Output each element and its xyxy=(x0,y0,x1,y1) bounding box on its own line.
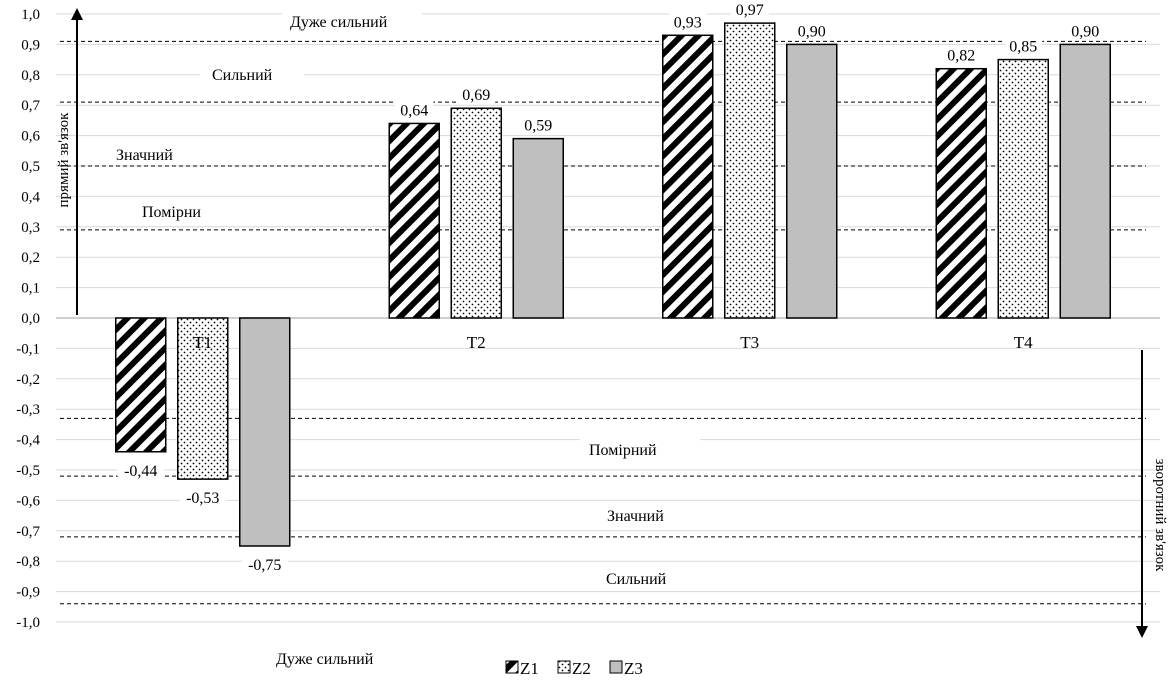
data-label-bg xyxy=(179,488,226,508)
data-label: 0,64 xyxy=(400,102,428,119)
y-tick-label: 0,0 xyxy=(21,311,40,327)
negative-axis-label: зворотний зв'язок xyxy=(1152,459,1168,573)
y-tick-label: -0,1 xyxy=(16,341,40,357)
zone-label-significant-neg: Значний xyxy=(607,508,664,525)
y-tick-label: -0,6 xyxy=(16,493,40,509)
category-label: T4 xyxy=(1014,333,1033,352)
data-label-bg xyxy=(942,45,981,65)
data-label-bg xyxy=(457,85,496,105)
bar-z2-t3 xyxy=(724,22,776,319)
legend-label-z3: Z3 xyxy=(624,659,643,678)
y-tick-label: 0,5 xyxy=(21,159,40,175)
data-label: 0,90 xyxy=(1071,23,1099,40)
bar-z3-t2 xyxy=(512,137,564,319)
zone-label-moderate-neg: Помірний xyxy=(589,442,657,459)
bar-z3-t3 xyxy=(786,43,838,319)
category-label: T2 xyxy=(467,333,486,352)
bar-z1-t1 xyxy=(115,317,167,453)
category-label: T3 xyxy=(740,333,759,352)
data-label: 0,93 xyxy=(674,14,702,31)
data-label: -0,44 xyxy=(124,463,157,480)
y-tick-label: 0,8 xyxy=(21,68,40,84)
data-label-bg xyxy=(117,460,164,480)
legend: Z1 Z2 Z3 xyxy=(505,659,643,678)
bar-z3-t1 xyxy=(239,317,291,547)
legend-label-z1: Z1 xyxy=(520,659,539,678)
data-label: -0,75 xyxy=(248,557,281,574)
zone-label-significant-pos: Значний xyxy=(116,147,173,164)
data-label-bg xyxy=(1066,21,1105,41)
y-tick-label: -0,9 xyxy=(16,585,40,601)
legend-swatch-z1 xyxy=(505,660,519,674)
data-label-bg xyxy=(241,555,288,574)
y-tick-label: 0,4 xyxy=(21,189,40,205)
y-tick-label: -0,3 xyxy=(16,402,40,418)
data-label-bg xyxy=(519,115,558,135)
y-tick-label: -0,7 xyxy=(16,524,40,540)
data-label-bg xyxy=(1004,36,1043,56)
bar-z1-t3 xyxy=(662,34,714,319)
zone-label-strong-pos: Сильний xyxy=(212,67,273,84)
data-label: 0,69 xyxy=(462,87,490,104)
y-tick-label: -0,8 xyxy=(16,554,40,570)
bar-z2-t1 xyxy=(177,317,229,480)
data-label: 0,82 xyxy=(947,48,975,65)
y-tick-label: 1,0 xyxy=(21,7,40,23)
data-label-bg xyxy=(395,100,434,120)
category-label: T1 xyxy=(193,333,212,352)
y-tick-label: 0,3 xyxy=(21,220,40,236)
y-tick-label: 0,2 xyxy=(21,250,40,266)
bar-z2-t2 xyxy=(450,107,502,319)
legend-label-z2: Z2 xyxy=(572,659,591,678)
y-tick-label: -1,0 xyxy=(16,615,40,631)
bar-z2-t4 xyxy=(997,58,1049,319)
zone-label-very-strong-pos: Дуже сильний xyxy=(290,14,388,31)
positive-axis-label: прямий зв'язок xyxy=(56,112,72,208)
y-tick-label: -0,5 xyxy=(16,463,40,479)
zone-label-very-strong-neg: Дуже сильний xyxy=(276,651,374,668)
legend-item-z3: Z3 xyxy=(609,659,643,678)
legend-item-z2: Z2 xyxy=(557,659,591,678)
bars xyxy=(115,22,1111,547)
y-tick-label: 0,1 xyxy=(21,281,40,297)
legend-item-z1: Z1 xyxy=(505,659,539,678)
y-tick-label: -0,4 xyxy=(16,433,40,449)
category-labels: T1 T2 T3 T4 xyxy=(193,333,1033,352)
legend-swatch-z3 xyxy=(609,660,623,674)
bar-z3-t4 xyxy=(1059,43,1111,319)
data-label: -0,53 xyxy=(186,490,219,507)
data-label-bg xyxy=(730,0,769,20)
y-tick-label: 0,9 xyxy=(21,37,40,53)
data-label-bg xyxy=(792,21,831,41)
data-label: 0,59 xyxy=(524,118,552,135)
zone-label-moderate-pos: Помірни xyxy=(142,204,201,221)
zone-label-strong-neg: Сильний xyxy=(606,571,667,588)
y-tick-label: 0,7 xyxy=(21,98,40,114)
y-tick-label: -0,2 xyxy=(16,372,40,388)
data-label: 0,90 xyxy=(798,23,826,40)
bar-z1-t4 xyxy=(935,67,987,319)
negative-zone-labels: Помірний Значний Сильний Дуже сильний xyxy=(276,437,704,668)
positive-zone-labels: Дуже сильний Сильний Значний Помірни xyxy=(110,10,422,222)
data-label: 0,85 xyxy=(1009,39,1037,56)
y-tick-label: 0,6 xyxy=(21,129,40,145)
data-label-bg xyxy=(668,12,707,32)
y-axis-ticks: 1,0 0,9 0,8 0,7 0,6 0,5 0,4 0,3 0,2 0,1 0,0 -0,1 -0,… xyxy=(16,7,40,631)
data-label: 0,97 xyxy=(736,2,764,19)
data-labels: -0,44 -0,53 -0,75 0,64 0,69 0,59 0,93 0,97 0,90 0… xyxy=(117,0,1105,574)
bar-z1-t2 xyxy=(388,122,440,319)
legend-swatch-z2 xyxy=(557,660,571,674)
